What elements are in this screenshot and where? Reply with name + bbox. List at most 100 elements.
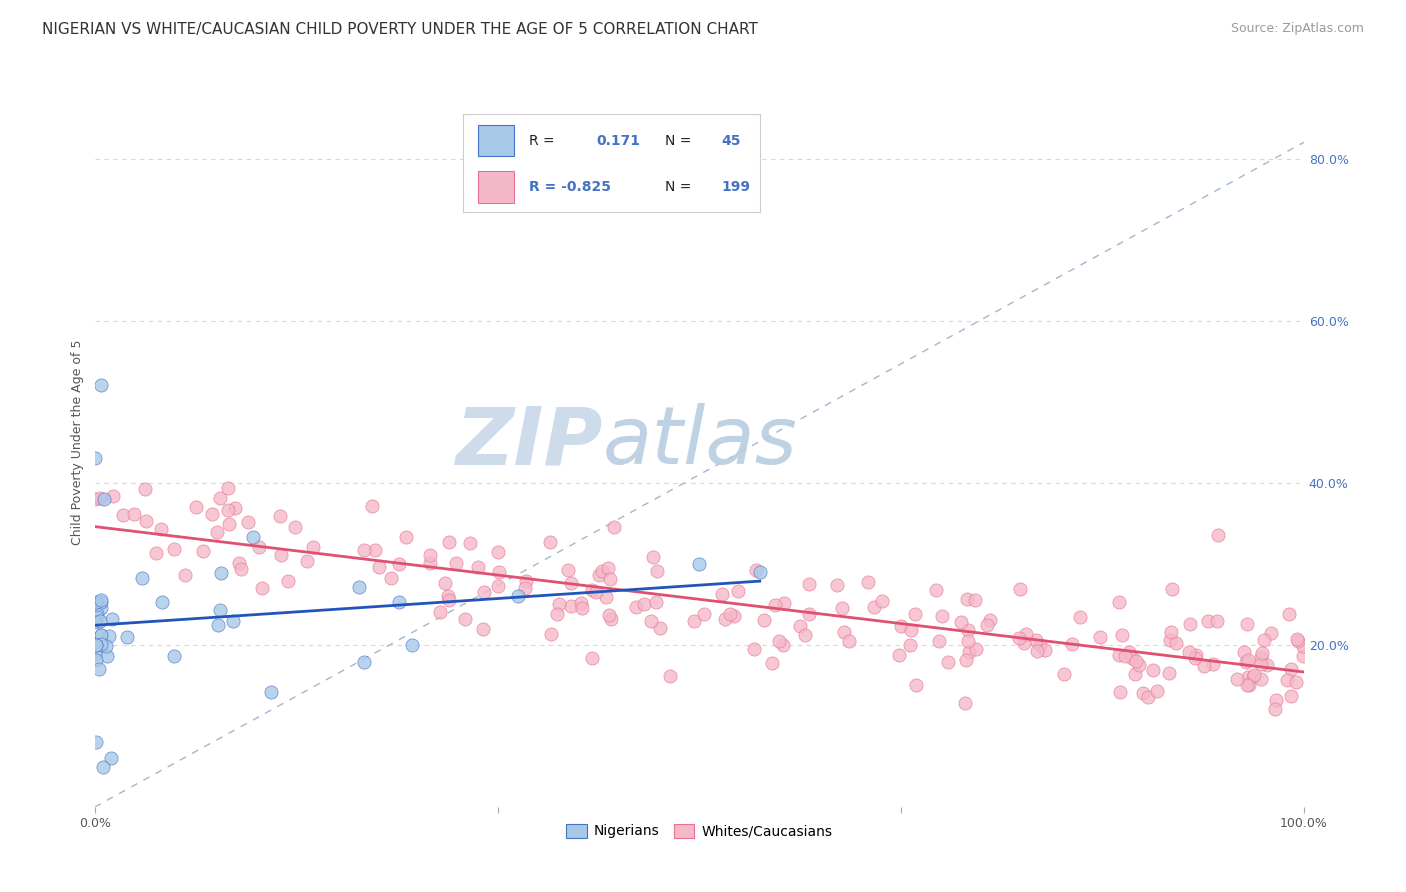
Point: [832, 624, 855, 639]
Point: [1128, 658, 1150, 673]
Point: [149, 522, 172, 536]
Point: [976, 617, 998, 632]
Point: [252, 581, 274, 595]
Y-axis label: Child Poverty Under the Age of 5: Child Poverty Under the Age of 5: [72, 340, 84, 545]
Point: [1160, 625, 1182, 640]
Point: [768, 634, 790, 648]
Point: [86, 607, 108, 621]
Point: [540, 627, 562, 641]
Point: [1025, 633, 1047, 648]
Point: [789, 619, 811, 633]
Point: [201, 507, 224, 521]
Point: [277, 574, 299, 588]
Point: [925, 583, 948, 598]
Point: [956, 634, 979, 648]
Point: [84, 638, 107, 652]
Point: [486, 579, 509, 593]
Point: [742, 642, 765, 657]
Point: [1234, 655, 1257, 669]
Point: [1146, 683, 1168, 698]
Point: [134, 514, 156, 528]
Point: [1292, 639, 1315, 653]
Point: [367, 559, 389, 574]
Point: [122, 507, 145, 521]
Point: [91, 759, 114, 773]
Point: [84, 735, 107, 749]
Point: [727, 584, 749, 599]
Point: [598, 608, 620, 623]
Point: [773, 596, 796, 610]
Point: [1159, 633, 1181, 648]
Point: [100, 751, 122, 765]
Point: [1253, 632, 1275, 647]
Point: [207, 618, 229, 632]
Point: [571, 600, 593, 615]
Point: [1142, 664, 1164, 678]
Point: [1029, 638, 1052, 652]
Point: [1014, 636, 1036, 650]
Point: [957, 645, 980, 659]
Point: [965, 641, 987, 656]
Point: [858, 575, 880, 590]
Point: [955, 653, 977, 667]
Point: [560, 599, 582, 613]
Point: [569, 596, 592, 610]
Text: Source: ZipAtlas.com: Source: ZipAtlas.com: [1230, 22, 1364, 36]
Point: [1053, 666, 1076, 681]
Point: [548, 597, 571, 611]
Point: [1279, 663, 1302, 677]
Point: [1206, 528, 1229, 542]
Point: [1108, 595, 1130, 609]
Point: [1292, 648, 1315, 663]
Point: [419, 548, 441, 562]
Point: [1260, 626, 1282, 640]
Point: [86, 595, 108, 609]
Point: [965, 593, 987, 607]
Point: [936, 655, 959, 669]
Point: [209, 491, 232, 505]
Point: [184, 500, 207, 514]
Point: [217, 503, 239, 517]
Point: [101, 490, 124, 504]
Point: [1256, 658, 1278, 673]
Point: [560, 576, 582, 591]
Point: [150, 594, 173, 608]
Point: [231, 562, 253, 576]
Point: [647, 564, 669, 578]
Point: [714, 612, 737, 626]
Point: [797, 607, 820, 622]
Point: [90, 378, 112, 392]
Point: [247, 541, 270, 555]
Point: [1108, 684, 1130, 698]
Point: [1033, 643, 1056, 657]
Point: [931, 609, 953, 624]
Point: [585, 584, 607, 599]
Point: [434, 576, 457, 591]
Point: [1236, 653, 1258, 667]
Point: [838, 633, 860, 648]
Point: [84, 639, 107, 653]
Point: [353, 656, 375, 670]
Point: [1233, 645, 1256, 659]
Point: [270, 548, 292, 562]
Point: [831, 601, 853, 615]
Point: [1192, 659, 1215, 673]
Point: [208, 602, 231, 616]
Point: [94, 640, 117, 654]
Point: [86, 609, 108, 624]
Point: [718, 607, 741, 622]
Point: [472, 584, 495, 599]
Point: [236, 515, 259, 529]
Point: [486, 545, 509, 559]
Point: [723, 609, 745, 624]
Point: [710, 586, 733, 600]
Text: ZIP: ZIP: [456, 403, 603, 482]
Point: [1015, 627, 1038, 641]
Point: [295, 554, 318, 568]
Point: [96, 648, 118, 663]
Point: [112, 508, 135, 523]
Point: [439, 592, 461, 607]
Point: [1241, 671, 1264, 685]
Point: [794, 627, 817, 641]
Point: [1178, 616, 1201, 631]
